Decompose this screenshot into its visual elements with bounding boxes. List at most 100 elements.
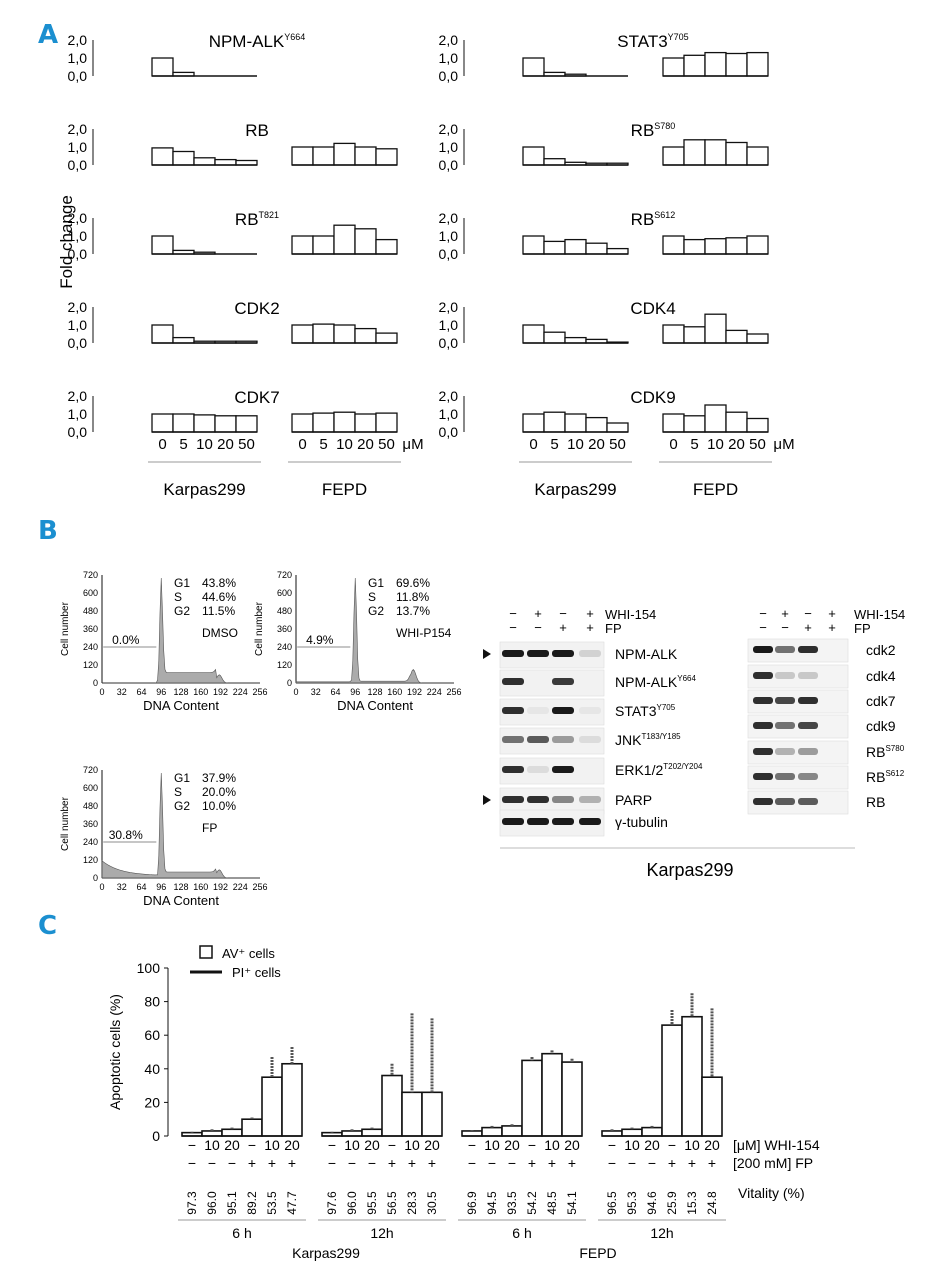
phase-value: 13.7% <box>396 604 430 618</box>
blot-row-label: RBS612 <box>866 769 905 785</box>
fepd-bar <box>683 415 706 433</box>
whi-treatment-label: WHI-154 <box>854 607 905 622</box>
y-tick-label: 120 <box>83 660 98 670</box>
av-bar <box>681 1015 703 1137</box>
whi-dose-label: 20 <box>284 1137 300 1153</box>
fp-state-label: + <box>428 1155 436 1171</box>
whi-dose-label: 10 <box>344 1137 360 1153</box>
fepd-bar <box>662 146 685 166</box>
subg1-value: 30.8% <box>109 828 143 842</box>
whi-dose-label: 10 <box>404 1137 420 1153</box>
phase-value: 69.6% <box>396 576 430 590</box>
whi-dose-label: 10 <box>624 1137 640 1153</box>
fp-state-label: − <box>468 1155 476 1171</box>
y-axis-label: Cell number <box>60 796 71 851</box>
x-tick-label: 256 <box>446 687 461 697</box>
fepd-bar <box>746 146 769 166</box>
blot-band <box>798 697 818 704</box>
fepd-bar <box>333 411 356 433</box>
blot-row-label: PARP <box>615 792 652 808</box>
vitality-value: 56.5 <box>385 1191 399 1215</box>
karpas299-bar <box>151 413 174 433</box>
subplot-title: CDK7 <box>234 388 279 407</box>
subplot-title: CDK9 <box>630 388 675 407</box>
y-tick-label: 0,0 <box>68 246 88 262</box>
dose-label: 0 <box>669 436 677 453</box>
y-tick-label: 2,0 <box>439 388 459 404</box>
karpas299-bar <box>522 57 545 77</box>
dose-label: 10 <box>196 436 213 453</box>
fepd-bar <box>725 237 748 255</box>
fepd-bar <box>683 54 706 77</box>
vitality-value: 95.5 <box>365 1191 379 1215</box>
whi-dose-label: 20 <box>564 1137 580 1153</box>
y-tick-label: 0,0 <box>68 424 88 440</box>
vitality-value: 48.5 <box>545 1191 559 1215</box>
vitality-value: 30.5 <box>425 1191 439 1215</box>
fold-change-subplot: 2,0 1,0 0,0 RBT821 <box>68 210 398 262</box>
blot-band <box>798 773 818 780</box>
blot-strip <box>747 714 849 739</box>
av-bar <box>621 1128 643 1137</box>
y-tick-label: 100 <box>137 960 161 976</box>
y-tick-label: 0,0 <box>439 68 459 84</box>
av-bar <box>281 1062 303 1137</box>
y-tick-label: 480 <box>83 606 98 616</box>
blot-band <box>753 646 773 653</box>
y-tick-label: 720 <box>83 765 98 775</box>
fepd-bar <box>725 141 748 166</box>
y-tick-label: 1,0 <box>439 406 459 422</box>
time-label: 12h <box>650 1225 673 1241</box>
subplot-title: RB <box>245 121 269 140</box>
whi-sign: + <box>781 606 789 621</box>
karpas299-bar <box>606 422 629 433</box>
fepd-bar <box>312 146 335 166</box>
y-tick-label: 2,0 <box>68 388 88 404</box>
fepd-bar <box>312 412 335 433</box>
dose-label: 50 <box>749 436 766 453</box>
blot-strip <box>747 790 849 815</box>
cell-line-label: Karpas299 <box>163 480 245 499</box>
blot-cell-line-label: Karpas299 <box>646 860 733 880</box>
fp-state-label: − <box>328 1155 336 1171</box>
blot-band <box>579 650 601 657</box>
vitality-value: 54.2 <box>525 1191 539 1215</box>
vitality-value: 96.0 <box>205 1191 219 1215</box>
fp-state-label: + <box>528 1155 536 1171</box>
y-tick-label: 480 <box>83 801 98 811</box>
fp-state-label: − <box>648 1155 656 1171</box>
whi-dose-label: 10 <box>544 1137 560 1153</box>
cell-line-label: FEPD <box>693 480 738 499</box>
y-axis-label: Cell number <box>60 601 71 656</box>
x-tick-label: 0 <box>99 687 104 697</box>
karpas299-bar <box>585 416 608 433</box>
condition-label: FP <box>202 821 217 835</box>
av-bar <box>221 1128 243 1137</box>
blot-band <box>579 736 601 743</box>
whi-dose-label: − <box>248 1137 256 1153</box>
fold-change-subplot: 2,0 1,0 0,0 RB <box>68 121 398 173</box>
blot-band <box>527 736 549 743</box>
whi-sign: + <box>586 606 594 621</box>
vitality-value: 96.9 <box>465 1191 479 1215</box>
blot-band <box>527 766 549 773</box>
blot-band <box>579 707 601 714</box>
vitality-value: 97.6 <box>325 1191 339 1215</box>
blot-row-label: γ-tubulin <box>615 814 668 830</box>
fepd-bar <box>312 323 335 344</box>
time-label: 6 h <box>232 1225 251 1241</box>
x-tick-label: 256 <box>252 882 267 892</box>
subplot-title: RBS780 <box>631 121 676 140</box>
whi-dose-label: 20 <box>364 1137 380 1153</box>
panel-b-western-blots: −−+−−+++WHI-154FPNPM-ALKNPM-ALKY664STAT3… <box>483 606 905 880</box>
dose-label: 10 <box>567 436 584 453</box>
x-tick-label: 224 <box>427 687 442 697</box>
karpas299-bar <box>564 413 587 433</box>
y-tick-label: 2,0 <box>68 299 88 315</box>
y-tick-label: 240 <box>277 642 292 652</box>
y-tick-label: 0,0 <box>68 157 88 173</box>
dose-label: 5 <box>319 436 327 453</box>
dose-label: 50 <box>378 436 395 453</box>
karpas299-bar <box>172 413 195 433</box>
x-tick-label: 160 <box>193 882 208 892</box>
